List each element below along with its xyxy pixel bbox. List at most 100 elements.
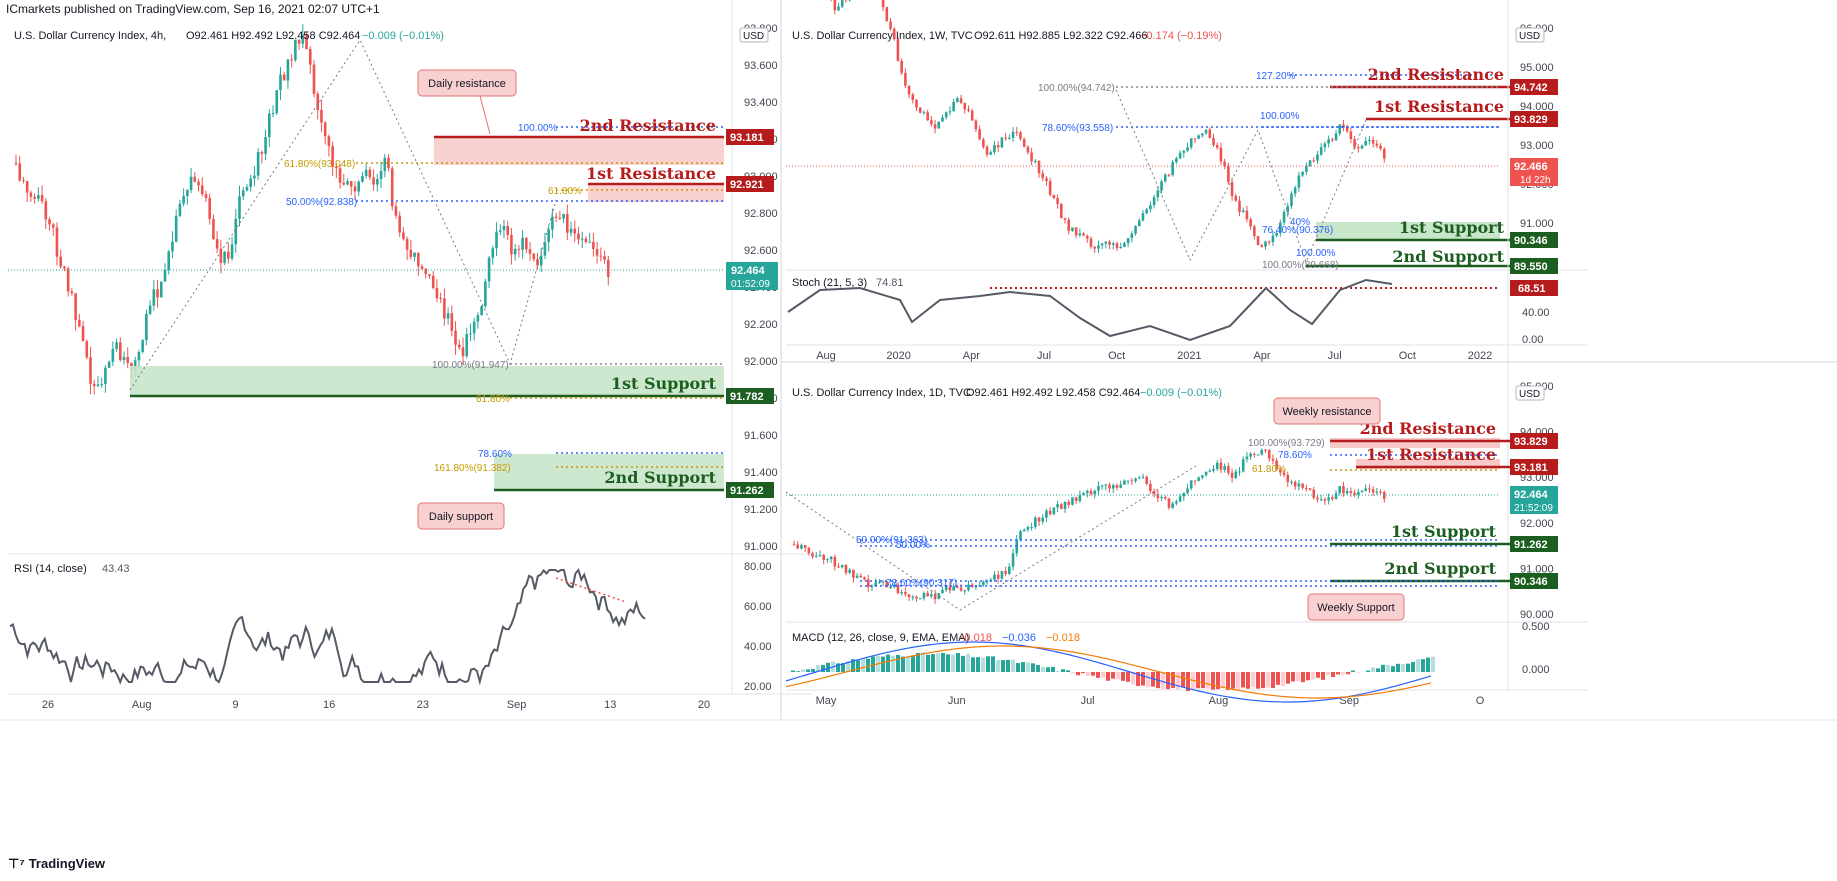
- candle-body: [376, 179, 379, 185]
- candle-body: [357, 181, 361, 192]
- candle-body: [1316, 497, 1319, 500]
- macd-histogram-bar: [936, 653, 940, 672]
- macd-histogram-bar: [1101, 672, 1105, 678]
- macd-histogram-bar: [966, 653, 970, 672]
- candle-body: [1353, 492, 1356, 495]
- candle-body: [1316, 154, 1319, 161]
- level-price-value: 90.346: [1514, 235, 1548, 247]
- callout-box: [417, 69, 517, 97]
- currency-box: [1515, 27, 1545, 43]
- macd-histogram-bar: [1321, 672, 1325, 680]
- candle-body: [342, 182, 346, 185]
- candle-body: [1137, 220, 1141, 227]
- candle-body: [260, 152, 264, 154]
- candle-body: [974, 120, 978, 130]
- candle-body: [1241, 210, 1245, 212]
- candle-body: [1360, 491, 1364, 493]
- macd-histogram-bar: [1256, 672, 1260, 689]
- candle-body: [1197, 135, 1200, 139]
- candle-body: [290, 59, 293, 61]
- candle-body: [122, 356, 126, 360]
- candle-body: [952, 586, 955, 591]
- level-price-value: 93.829: [1514, 114, 1548, 126]
- chart-title: U.S. Dollar Currency Index, 1W, TVC: [792, 30, 973, 42]
- candle-body: [892, 28, 896, 40]
- candle-body: [907, 85, 911, 95]
- candle-body: [1004, 137, 1007, 139]
- macd-histogram-bar: [1201, 672, 1205, 689]
- candle-body: [985, 581, 989, 583]
- fib-label: 78.60%: [478, 449, 512, 460]
- fib-label: 61.80%(93.048): [284, 159, 355, 170]
- candle-body: [1215, 145, 1219, 148]
- candle-body: [1371, 139, 1375, 144]
- candle-body: [848, 569, 851, 573]
- candle-body: [457, 344, 461, 348]
- candle-body: [96, 384, 100, 386]
- candle-body: [543, 242, 547, 256]
- candle-body: [1323, 143, 1327, 148]
- rsi-line: [9, 567, 646, 686]
- macd-histogram-bar: [1291, 672, 1295, 682]
- divergence-line: [555, 577, 627, 603]
- candle-body: [551, 216, 554, 230]
- macd-histogram-bar: [1426, 657, 1430, 672]
- candle-body: [521, 237, 524, 250]
- macd-histogram-bar: [901, 656, 905, 672]
- fib-label: 78.60%(90.317): [886, 578, 957, 589]
- candle-body: [1353, 139, 1356, 148]
- candle-body: [1345, 127, 1349, 132]
- candle-body: [335, 166, 338, 169]
- level-label: 2nd Support: [1392, 247, 1504, 266]
- x-tick-label: 23: [417, 699, 429, 711]
- candle-body: [1011, 553, 1015, 567]
- macd-histogram-bar: [1391, 666, 1395, 672]
- candle-body: [1097, 245, 1100, 249]
- macd-histogram-bar: [1331, 672, 1335, 678]
- candle-body: [1253, 453, 1256, 455]
- macd-histogram-bar: [1141, 672, 1145, 686]
- candle-body: [323, 122, 327, 137]
- candle-body: [1145, 209, 1148, 214]
- candle-body: [1160, 497, 1163, 499]
- level-price-value: 94.742: [1514, 82, 1548, 94]
- candle-body: [22, 180, 25, 182]
- macd-histogram-bar: [921, 652, 925, 672]
- candle-body: [126, 356, 130, 363]
- candle-body: [491, 248, 495, 258]
- candle-body: [1201, 475, 1204, 478]
- candle-body: [1204, 129, 1208, 134]
- ohlc-readout: O92.461 H92.492 L92.458 C92.464: [186, 30, 360, 42]
- candle-body: [1253, 226, 1256, 237]
- candle-body: [881, 581, 885, 583]
- macd-histogram-bar: [1031, 663, 1035, 672]
- candle-body: [431, 275, 435, 288]
- candle-body: [167, 251, 171, 270]
- candle-body: [316, 93, 320, 110]
- candle-body: [1208, 129, 1212, 138]
- candle-body: [933, 594, 937, 600]
- macd-histogram-bar: [1301, 672, 1305, 683]
- candle-body: [1189, 138, 1193, 148]
- candle-body: [1256, 454, 1260, 456]
- candle-body: [1331, 497, 1334, 499]
- candle-body: [25, 180, 29, 193]
- candle-body: [364, 169, 368, 177]
- x-tick-label: Jul: [1328, 350, 1342, 362]
- macd-histogram-bar: [991, 656, 995, 672]
- macd-histogram-bar: [871, 656, 875, 672]
- candle-body: [1100, 485, 1104, 487]
- support-zone: [130, 366, 724, 396]
- candle-body: [904, 72, 907, 86]
- candle-body: [372, 177, 375, 185]
- macd-histogram-bar: [806, 669, 810, 672]
- candle-body: [420, 266, 424, 269]
- candle-body: [1327, 497, 1330, 501]
- candle-body: [796, 544, 800, 549]
- candle-body: [115, 342, 118, 349]
- candle-body: [1305, 488, 1308, 490]
- level-price-tag: [1510, 111, 1558, 127]
- candle-body: [892, 584, 896, 588]
- macd-histogram-bar: [1046, 667, 1050, 672]
- tradingview-brand: ⊤⁷ TradingView: [8, 856, 105, 872]
